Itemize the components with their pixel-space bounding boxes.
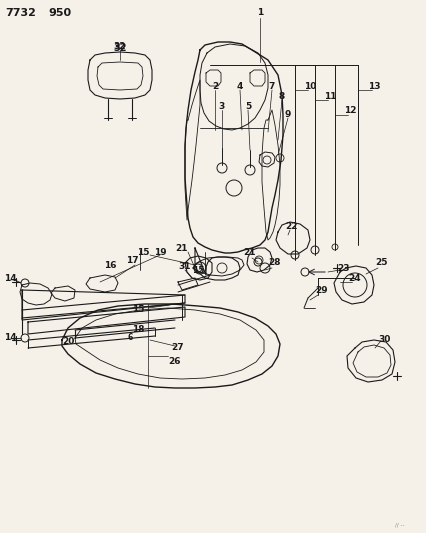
Text: 13: 13 bbox=[367, 82, 380, 91]
Text: 14: 14 bbox=[4, 273, 16, 282]
Text: 17: 17 bbox=[125, 255, 138, 264]
Text: 4: 4 bbox=[236, 82, 243, 91]
Text: 32: 32 bbox=[113, 42, 126, 51]
Text: 10: 10 bbox=[303, 82, 315, 91]
Text: 15: 15 bbox=[136, 247, 149, 256]
Text: 20: 20 bbox=[62, 337, 74, 346]
Text: 27: 27 bbox=[171, 343, 184, 352]
Text: 2: 2 bbox=[211, 82, 218, 91]
Text: 3: 3 bbox=[219, 101, 225, 110]
Text: 19: 19 bbox=[153, 247, 166, 256]
Text: 9: 9 bbox=[284, 109, 291, 118]
Text: 8: 8 bbox=[278, 92, 285, 101]
Text: 29: 29 bbox=[315, 286, 328, 295]
Text: 15: 15 bbox=[191, 265, 204, 274]
Text: 16: 16 bbox=[104, 261, 116, 270]
Text: 21: 21 bbox=[243, 247, 256, 256]
Text: 32: 32 bbox=[113, 43, 127, 53]
Text: 7: 7 bbox=[268, 82, 274, 91]
Text: 14: 14 bbox=[4, 334, 16, 343]
Text: // --: // -- bbox=[394, 523, 403, 528]
Text: 28: 28 bbox=[268, 257, 281, 266]
Text: 26: 26 bbox=[168, 358, 181, 367]
Text: 25: 25 bbox=[375, 257, 387, 266]
Text: 12: 12 bbox=[343, 106, 355, 115]
Text: 15: 15 bbox=[132, 305, 144, 314]
Text: 31: 31 bbox=[178, 262, 191, 271]
Text: 11: 11 bbox=[323, 92, 335, 101]
Text: 21: 21 bbox=[176, 244, 188, 253]
Text: 7732: 7732 bbox=[5, 8, 36, 18]
Text: 5: 5 bbox=[244, 101, 250, 110]
Text: 23: 23 bbox=[337, 263, 349, 272]
Text: 18: 18 bbox=[132, 326, 144, 335]
Text: 24: 24 bbox=[348, 273, 360, 282]
Text: 30: 30 bbox=[378, 335, 390, 344]
Text: 22: 22 bbox=[285, 222, 297, 230]
Text: 6: 6 bbox=[127, 334, 132, 343]
Text: 950: 950 bbox=[48, 8, 71, 18]
Text: 1: 1 bbox=[256, 7, 262, 17]
